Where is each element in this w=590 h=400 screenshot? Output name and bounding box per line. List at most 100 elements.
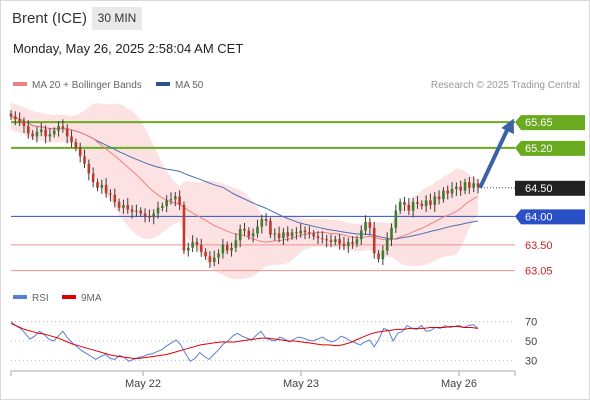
- ma20-line: [10, 115, 479, 243]
- candle-body: [256, 226, 259, 234]
- candle-body: [161, 206, 164, 208]
- candle-body: [295, 232, 298, 234]
- level-label-65.65: 65.65: [515, 115, 585, 131]
- candle-body: [65, 128, 69, 137]
- legend-rsi-ma: 9MA: [62, 293, 102, 304]
- level-label-box: [515, 115, 585, 131]
- candle-body: [14, 116, 17, 120]
- timeframe-button[interactable]: 30 MIN: [92, 7, 142, 30]
- candle-body: [70, 136, 73, 143]
- candle-body: [355, 239, 359, 244]
- candle-body: [234, 240, 238, 248]
- credit-text: Research © 2025 Trading Central: [430, 80, 580, 91]
- candle-body: [364, 222, 367, 231]
- candle-body: [264, 219, 268, 221]
- candle-body: [143, 213, 147, 217]
- candle-body: [48, 134, 52, 137]
- candle-body: [385, 239, 389, 251]
- candle-body: [463, 182, 467, 191]
- candle-body: [44, 129, 47, 137]
- candle-body: [251, 233, 255, 237]
- candle-body: [113, 194, 117, 203]
- candle-body: [139, 210, 143, 214]
- candle-body: [372, 227, 376, 254]
- candle-body: [165, 200, 168, 207]
- level-label-63.50: 63.50: [525, 240, 553, 252]
- ma50-swatch: [156, 82, 170, 87]
- level-label-64.50: 64.50: [515, 180, 585, 196]
- candle-body: [472, 183, 475, 188]
- candle-body: [135, 210, 138, 212]
- candle-body: [303, 230, 307, 233]
- rsi-ma-swatch: [62, 295, 76, 300]
- candle-body: [476, 183, 480, 187]
- candle-body: [148, 216, 151, 218]
- candle-body: [290, 232, 294, 237]
- candle-body: [61, 126, 65, 129]
- bollinger-band: [11, 102, 478, 280]
- candle-body: [424, 200, 428, 207]
- candle-body: [446, 190, 450, 194]
- level-label-text: 65.65: [525, 117, 553, 129]
- datetime-label: Monday, May 26, 2025 2:58:04 AM CET: [13, 41, 244, 56]
- ma20-swatch: [13, 82, 27, 87]
- candle-body: [169, 199, 173, 201]
- candle-body: [212, 257, 216, 263]
- rsi-line: [10, 321, 479, 362]
- candle-body: [18, 119, 21, 122]
- target-arrow: [478, 127, 510, 189]
- candle-body: [156, 207, 160, 214]
- candle-body: [312, 233, 315, 237]
- candle-body: [338, 239, 341, 244]
- candle-body: [230, 247, 233, 251]
- candle-body: [178, 196, 181, 205]
- candle-body: [282, 232, 285, 239]
- level-label-65.20: 65.20: [515, 140, 585, 156]
- candle-body: [420, 203, 424, 207]
- candle-body: [26, 126, 30, 134]
- legend-ma50-label: MA 50: [175, 80, 204, 91]
- candle-body: [104, 184, 108, 194]
- candle-body: [437, 196, 441, 200]
- rsi-tick-label: 30: [525, 355, 537, 367]
- candle-body: [334, 239, 337, 243]
- candle-body: [225, 244, 229, 251]
- candle-body: [299, 230, 303, 234]
- candle-body: [286, 232, 290, 237]
- candle-body: [217, 253, 220, 258]
- candle-body: [342, 243, 346, 247]
- candle-body: [411, 202, 415, 211]
- candle-body: [109, 193, 112, 195]
- level-label-text: 63.50: [525, 240, 553, 252]
- candle-body: [450, 188, 454, 194]
- candle-body: [52, 130, 56, 135]
- x-tick-label: May 23: [283, 378, 319, 390]
- level-label-text: 63.05: [525, 266, 553, 278]
- target-arrowhead: [501, 118, 514, 135]
- x-tick-label: May 26: [441, 378, 477, 390]
- level-label-text: 64.00: [525, 211, 553, 223]
- candle-body: [78, 147, 82, 157]
- candle-body: [174, 196, 177, 200]
- candle-body: [74, 142, 78, 148]
- candle-body: [191, 242, 194, 248]
- candle-body: [416, 202, 419, 204]
- candle-body: [468, 182, 471, 188]
- rsi-swatch: [13, 295, 27, 300]
- candle-body: [204, 251, 207, 257]
- candle-body: [152, 213, 155, 218]
- candle-body: [269, 220, 272, 235]
- rsi-ma-line: [10, 323, 479, 359]
- candle-body: [459, 186, 463, 191]
- candle-body: [39, 129, 43, 132]
- candle-body: [381, 250, 385, 260]
- candle-body: [122, 204, 125, 208]
- candle-body: [368, 222, 372, 228]
- candle-body: [221, 244, 225, 254]
- candle-body: [83, 156, 86, 164]
- candle-body: [195, 242, 199, 245]
- candle-body: [390, 227, 393, 240]
- candle-body: [316, 236, 320, 239]
- candle-body: [247, 230, 251, 237]
- candle-body: [273, 233, 277, 235]
